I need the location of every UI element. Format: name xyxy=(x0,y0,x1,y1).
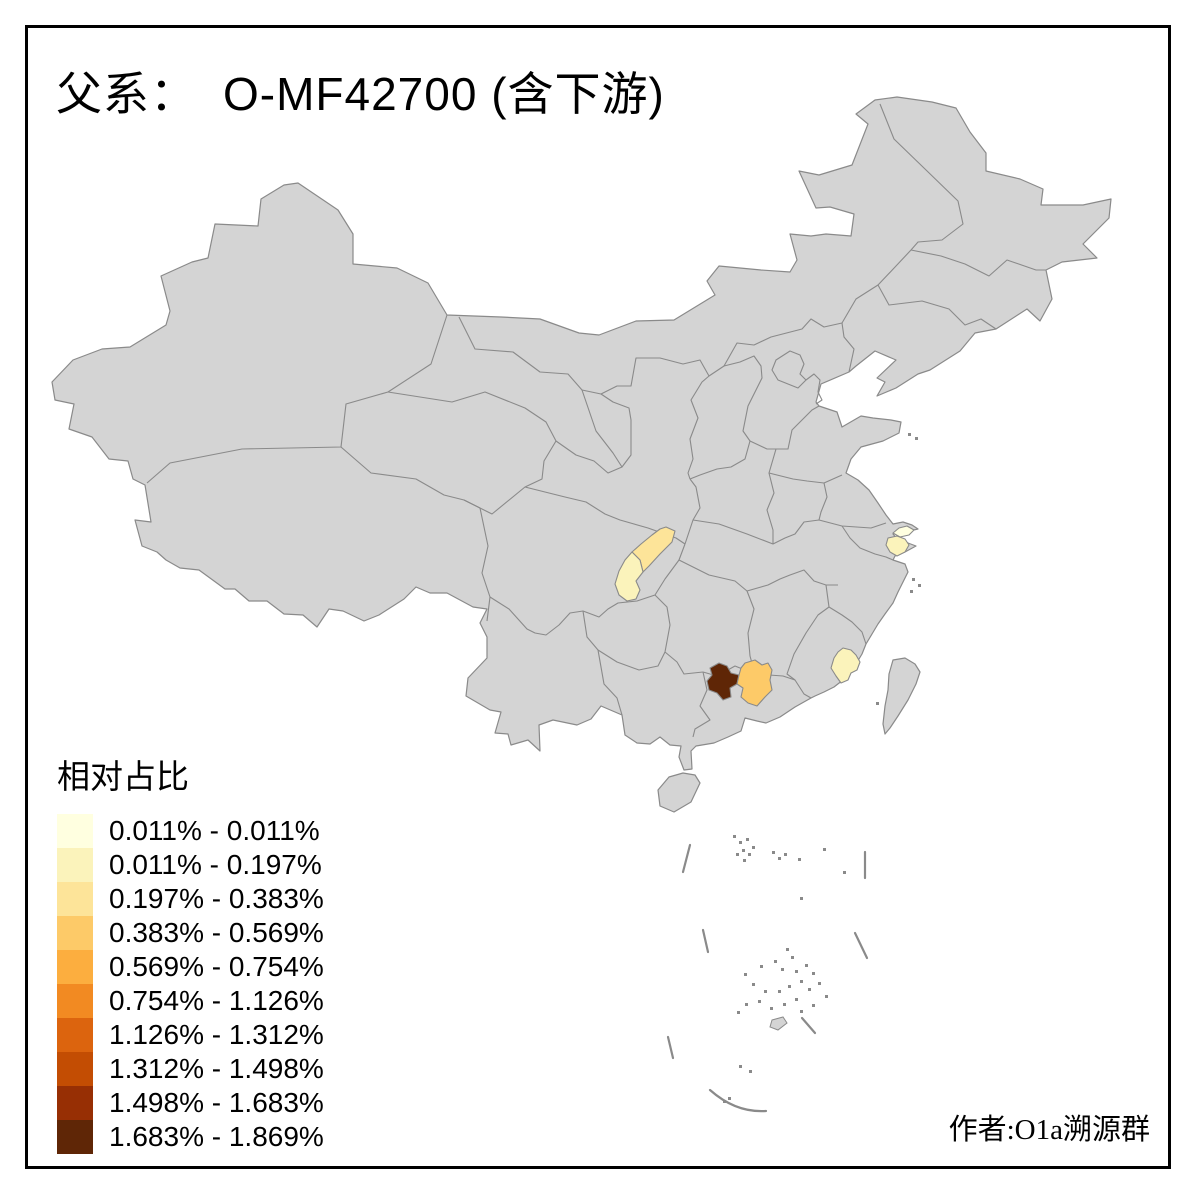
hainan-island xyxy=(657,772,701,813)
legend-row: 1.683% - 1.869% xyxy=(57,1120,324,1154)
legend-bin-label: 1.498% - 1.683% xyxy=(109,1087,324,1118)
title-prefix: 父系： xyxy=(56,69,197,120)
legend-color-swatch xyxy=(57,814,93,848)
legend-row: 0.569% - 0.754% xyxy=(57,950,324,984)
region-coastal-fujian xyxy=(830,647,861,684)
legend-row: 1.312% - 1.498% xyxy=(57,1052,324,1086)
legend-color-swatch xyxy=(57,1086,93,1120)
region-south-hunan xyxy=(706,662,740,701)
spratly-islet xyxy=(769,1016,788,1031)
region-hangzhou-bay-north xyxy=(885,535,910,557)
legend-row: 1.126% - 1.312% xyxy=(57,1018,324,1052)
legend-color-swatch xyxy=(57,848,93,882)
legend-row: 0.011% - 0.011% xyxy=(57,814,324,848)
legend-bin-label: 1.683% - 1.869% xyxy=(109,1121,324,1152)
legend-color-swatch xyxy=(57,882,93,916)
legend-row: 0.197% - 0.383% xyxy=(57,882,324,916)
legend-bin-label: 0.197% - 0.383% xyxy=(109,883,324,914)
legend-color-swatch xyxy=(57,950,93,984)
legend-color-swatch xyxy=(57,1052,93,1086)
region-chongqing-southwest xyxy=(614,551,644,602)
legend-color-swatch xyxy=(57,1120,93,1154)
legend: 相对占比 0.011% - 0.011% 0.011% - 0.197% 0.1… xyxy=(57,750,324,1154)
legend-bin-label: 0.011% - 0.197% xyxy=(109,849,322,880)
legend-color-swatch xyxy=(57,984,93,1018)
taiwan-island xyxy=(882,657,921,735)
china-mainland xyxy=(51,96,1112,771)
legend-title: 相对占比 xyxy=(57,760,189,796)
legend-color-swatch xyxy=(57,916,93,950)
legend-row: 0.383% - 0.569% xyxy=(57,916,324,950)
plot-frame xyxy=(25,25,1171,1169)
legend-bin-label: 0.383% - 0.569% xyxy=(109,917,324,948)
legend-bin-label: 0.754% - 1.126% xyxy=(109,985,324,1016)
legend-bin-label: 1.312% - 1.498% xyxy=(109,1053,324,1084)
legend-row: 0.754% - 1.126% xyxy=(57,984,324,1018)
title-haplogroup: O-MF42700 (含下游) xyxy=(223,68,665,120)
legend-row: 1.498% - 1.683% xyxy=(57,1086,324,1120)
legend-bin-label: 0.011% - 0.011% xyxy=(109,815,320,846)
legend-bin-label: 1.126% - 1.312% xyxy=(109,1019,324,1050)
legend-rows: 0.011% - 0.011% 0.011% - 0.197% 0.197% -… xyxy=(57,814,324,1154)
attribution: 作者:O1a溯源群 xyxy=(948,1114,1150,1146)
legend-row: 0.011% - 0.197% xyxy=(57,848,324,882)
page-title: 父系： O-MF42700 (含下游) xyxy=(56,58,665,124)
legend-bin-label: 0.569% - 0.754% xyxy=(109,951,324,982)
legend-color-swatch xyxy=(57,1018,93,1052)
region-chenzhou-area xyxy=(736,659,773,707)
nine-dash-line xyxy=(666,843,869,1113)
